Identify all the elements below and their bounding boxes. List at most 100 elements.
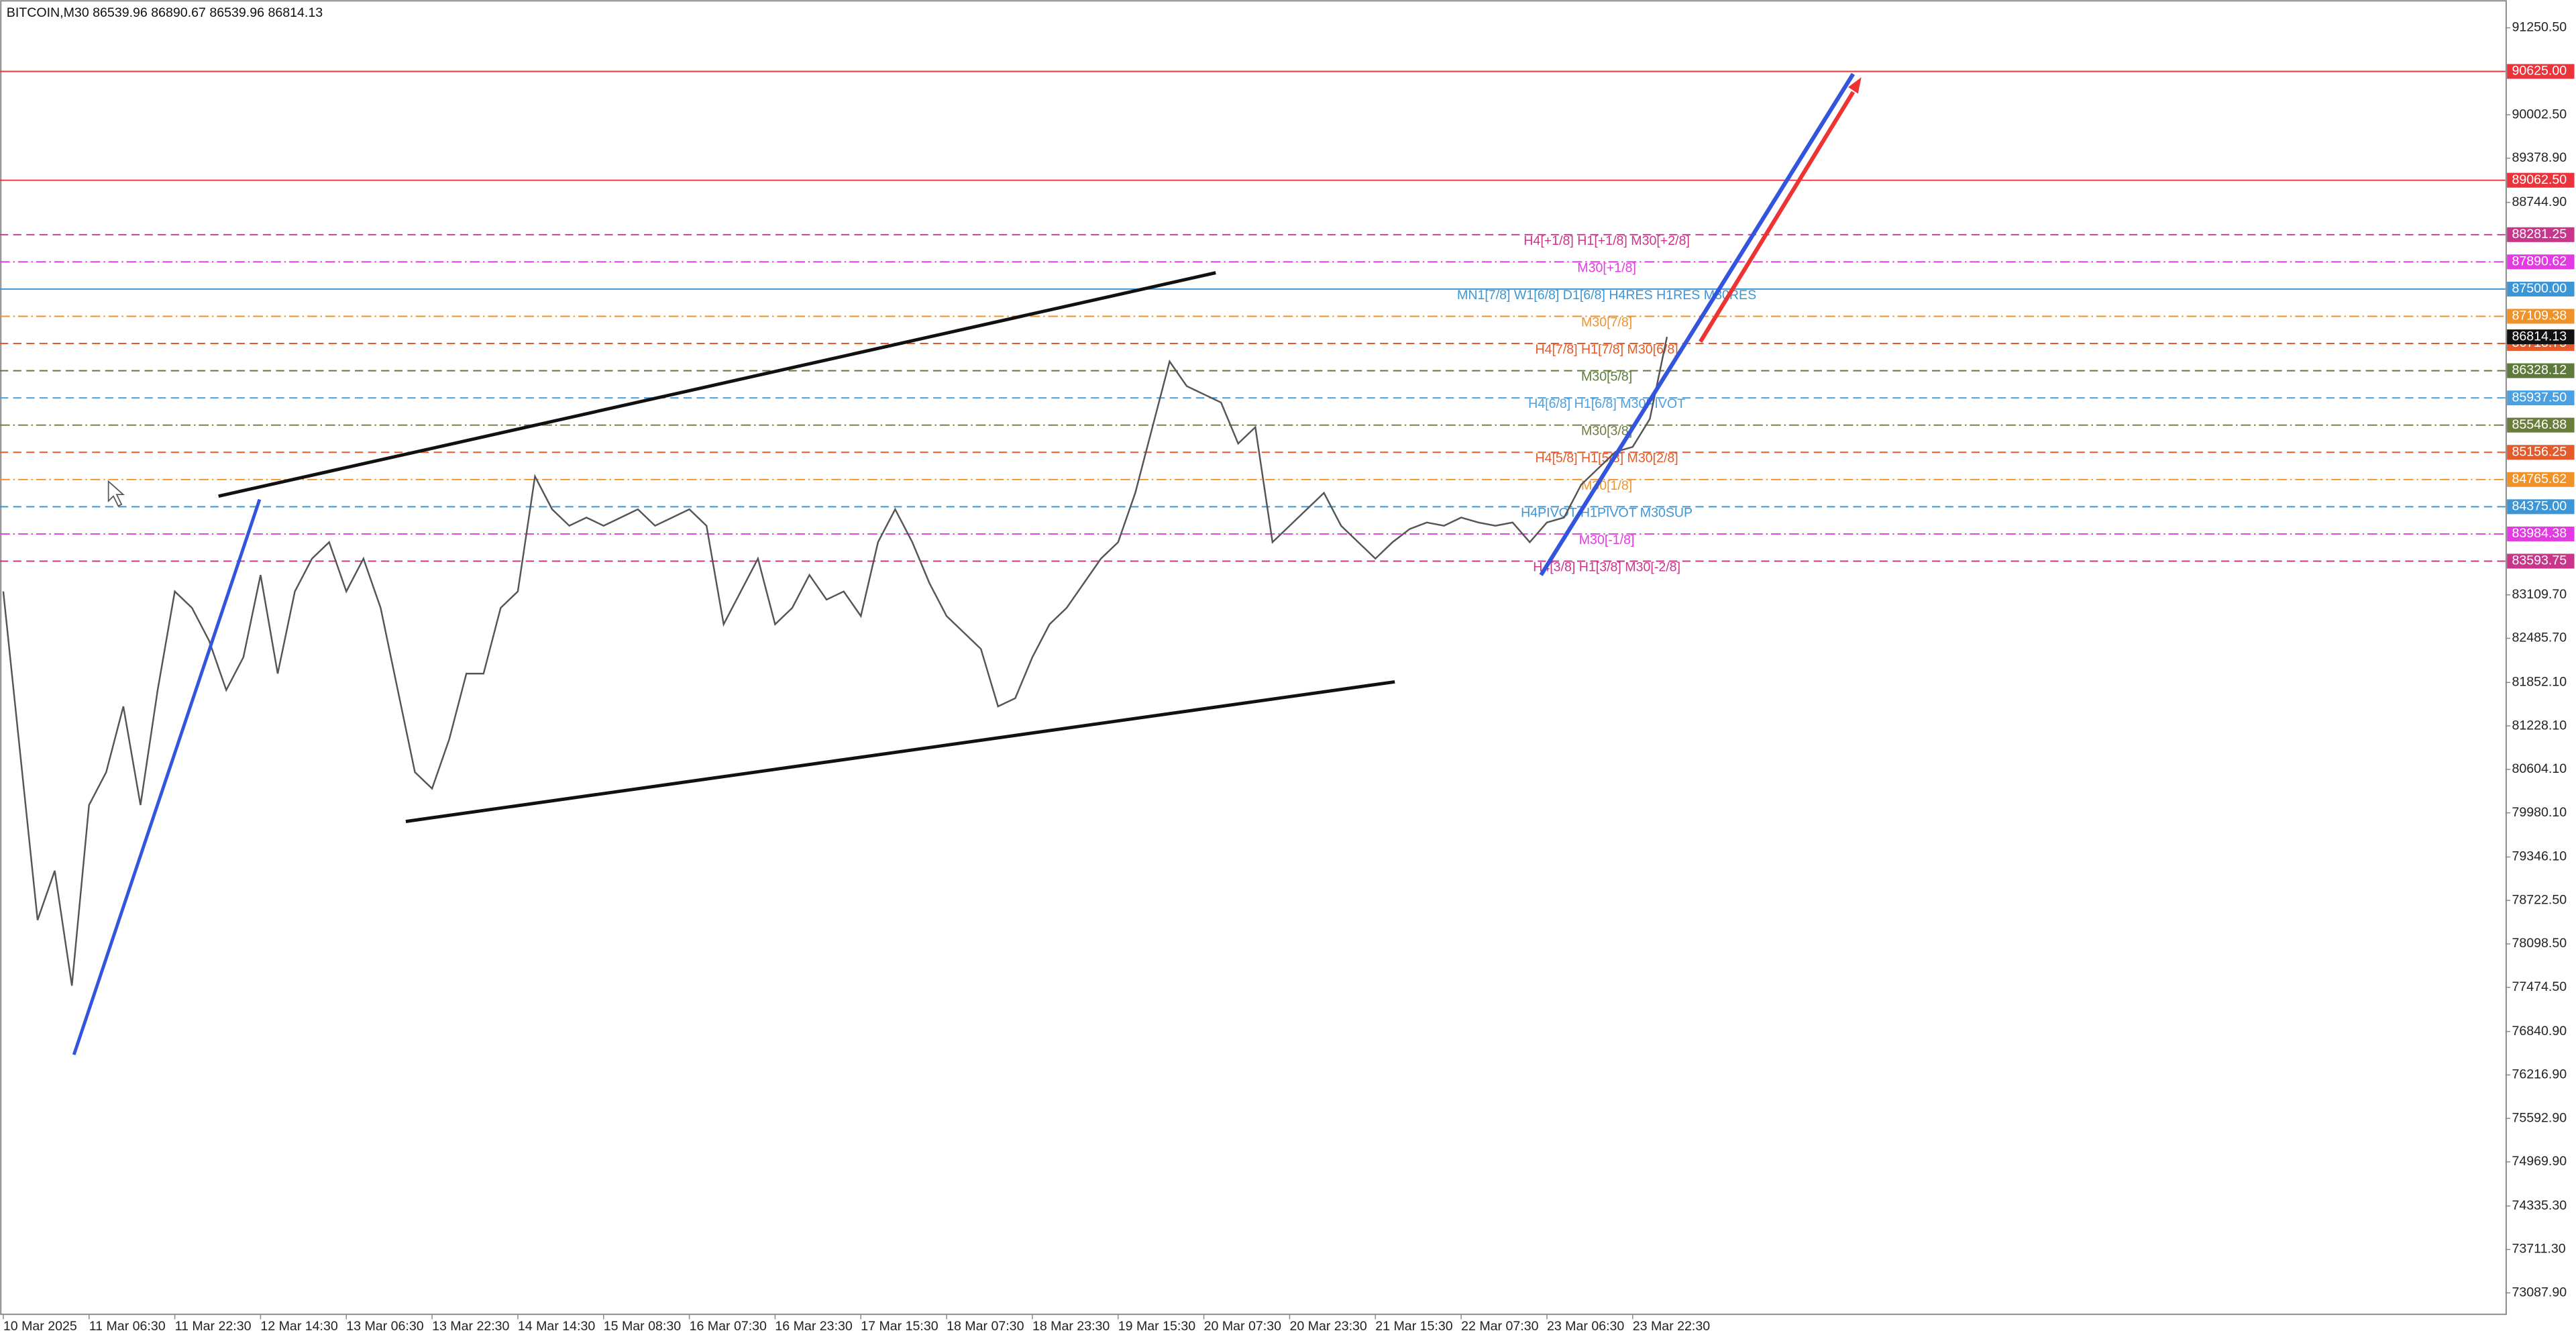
price-box-label: 83593.75 (2512, 553, 2567, 568)
x-tick-label: 20 Mar 07:30 (1204, 1319, 1281, 1334)
y-tick-label: 74969.90 (2512, 1154, 2567, 1169)
x-tick-label: 23 Mar 22:30 (1633, 1319, 1710, 1334)
last-price-label: 86814.13 (2512, 329, 2567, 343)
time-axis: 10 Mar 2025 11 Mar 06:30 11 Mar 22:30 12 Ma… (3, 1314, 1710, 1334)
x-tick-label: 18 Mar 23:30 (1032, 1319, 1110, 1334)
level-annotation: H4[7/8] H1[7/8] M30[6/8] (1535, 342, 1678, 357)
x-tick-label: 18 Mar 07:30 (947, 1319, 1024, 1334)
x-tick-label: 10 Mar 2025 (3, 1319, 77, 1334)
price-box (2507, 553, 2575, 569)
x-tick-label: 14 Mar 14:30 (518, 1319, 595, 1334)
y-tick-label: 88744.90 (2512, 195, 2567, 209)
channel-upper (218, 271, 1216, 498)
y-tick-label: 73711.30 (2512, 1242, 2565, 1256)
level-annotation: H4[6/8] H1[6/8] M30PIVOT (1528, 396, 1685, 411)
y-tick-label: 78722.50 (2512, 892, 2567, 907)
y-tick-label: 83109.70 (2512, 587, 2567, 602)
cursor (107, 480, 125, 507)
x-tick-label: 13 Mar 22:30 (432, 1319, 509, 1334)
y-tick-label: 81228.10 (2512, 718, 2567, 733)
levels: H4[+1/8] H1[+1/8] M30[+2/8] M30[+1/8] MN1[… (0, 70, 2506, 574)
x-tick-label: 11 Mar 22:30 (175, 1319, 252, 1334)
level-annotation: H4[+1/8] H1[+1/8] M30[+2/8] (1523, 233, 1690, 248)
price-box-label: 89062.50 (2512, 172, 2567, 187)
price-box (2507, 472, 2575, 487)
price-line (2, 336, 1668, 986)
arrow-head (1848, 77, 1862, 94)
y-tick-label: 77474.50 (2512, 979, 2567, 994)
price-box-label: 84765.62 (2512, 472, 2567, 486)
cursor-icon (107, 480, 125, 507)
x-tick-label: 13 Mar 06:30 (346, 1319, 423, 1334)
price-box-label: 90625.00 (2512, 64, 2567, 78)
y-tick-label: 79980.10 (2512, 805, 2567, 820)
y-tick-label: 82485.70 (2512, 631, 2567, 645)
y-tick-label: 91250.50 (2512, 20, 2567, 35)
price-box-label: 85937.50 (2512, 390, 2567, 405)
price-axis: 91250.50 90002.50 89378.90 88744.90 83109.70… (2505, 20, 2575, 1299)
chart-header: BITCOIN,M30 86539.96 86890.67 86539.96 8… (7, 5, 323, 20)
x-tick-label: 17 Mar 15:30 (861, 1319, 938, 1334)
price-box (2507, 281, 2575, 297)
price-box (2507, 526, 2575, 541)
x-tick-label: 12 Mar 14:30 (260, 1319, 337, 1334)
level-annotation: M30[-1/8] (1579, 533, 1635, 547)
price-box-label: 87890.62 (2512, 254, 2567, 269)
price-box-label: 85546.88 (2512, 417, 2567, 432)
y-tick-label: 78098.50 (2512, 936, 2567, 951)
price-box (2507, 445, 2575, 460)
level-annotation: M30[+1/8] (1577, 260, 1636, 275)
price-box (2507, 227, 2575, 242)
trend-drawings (72, 72, 1862, 1056)
series (2, 336, 1668, 986)
y-tick-label: 75592.90 (2512, 1110, 2567, 1125)
last-price-box (2507, 329, 2575, 345)
y-tick-label: 80604.10 (2512, 761, 2567, 776)
price-box (2507, 64, 2575, 79)
x-tick-label: 21 Mar 15:30 (1375, 1319, 1452, 1334)
price-box (2507, 390, 2575, 406)
price-box (2507, 417, 2575, 433)
price-box (2507, 254, 2575, 270)
price-box-label: 84375.00 (2512, 499, 2567, 514)
x-tick-label: 16 Mar 23:30 (775, 1319, 852, 1334)
level-annotation: MN1[7/8] W1[6/8] D1[6/8] H4RES H1RES M30… (1457, 288, 1756, 303)
price-box (2507, 309, 2575, 324)
price-box-label: 83984.38 (2512, 526, 2567, 541)
price-box-label: 85156.25 (2512, 444, 2567, 459)
x-tick-label: 22 Mar 07:30 (1461, 1319, 1538, 1334)
x-tick-label: 19 Mar 15:30 (1118, 1319, 1195, 1334)
x-tick-label: 23 Mar 06:30 (1547, 1319, 1624, 1334)
y-tick-label: 81852.10 (2512, 674, 2567, 689)
level-annotation: M30[3/8] (1581, 424, 1632, 439)
y-tick-label: 74335.30 (2512, 1198, 2567, 1213)
target-arrow (1699, 91, 1856, 343)
price-box (2507, 172, 2575, 188)
level-annotation: M30[1/8] (1581, 478, 1632, 493)
plot-frame (0, 0, 2507, 1316)
level-annotation: H4PIVOT H1PIVOT M30SUP (1521, 505, 1693, 520)
x-tick-label: 11 Mar 06:30 (89, 1319, 166, 1334)
trend-line (72, 498, 262, 1056)
level-annotation: H4[3/8] H1[3/8] M30[-2/8] (1533, 559, 1680, 574)
level-annotation: M30[5/8] (1581, 370, 1632, 384)
price-box-label: 87109.38 (2512, 309, 2567, 323)
price-box (2507, 363, 2575, 378)
y-tick-label: 73087.90 (2512, 1285, 2567, 1299)
y-tick-label: 76840.90 (2512, 1024, 2567, 1038)
x-tick-label: 16 Mar 07:30 (690, 1319, 767, 1334)
price-box-label: 88281.25 (2512, 227, 2567, 242)
y-tick-label: 79346.10 (2512, 849, 2567, 864)
price-box (2507, 499, 2575, 515)
level-annotation: H4[5/8] H1[5/8] M30[2/8] (1535, 451, 1678, 466)
channel-lower (405, 680, 1395, 823)
trend-line (1539, 72, 1856, 576)
x-tick-label: 15 Mar 08:30 (604, 1319, 681, 1334)
x-tick-label: 20 Mar 23:30 (1289, 1319, 1366, 1334)
price-box-label: 87500.00 (2512, 281, 2567, 296)
y-tick-label: 90002.50 (2512, 107, 2567, 121)
y-tick-label: 76216.90 (2512, 1067, 2567, 1082)
